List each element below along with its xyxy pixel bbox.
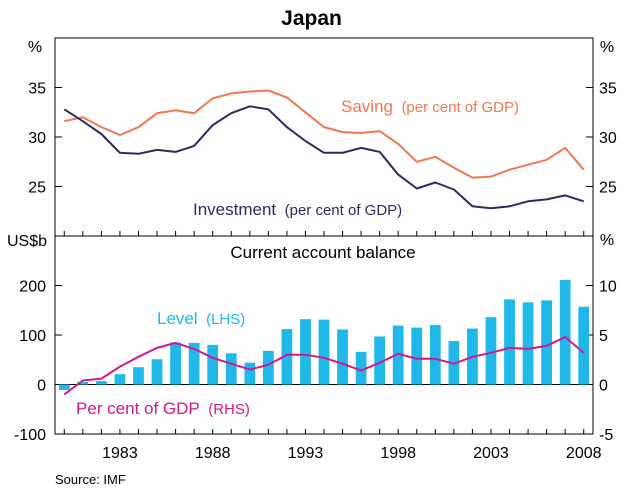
percent-gdp-label-suffix: (RHS) [208, 401, 250, 418]
top-right-tick-label: 35 [599, 81, 617, 98]
level-bar [151, 359, 163, 385]
level-bar [77, 382, 89, 385]
x-tick-label: 1988 [195, 445, 231, 462]
level-bar [578, 306, 590, 385]
x-tick-label: 1998 [380, 445, 416, 462]
bottom-right-tick-label: 10 [599, 279, 617, 296]
top-right-tick-label: 30 [599, 130, 617, 147]
investment-label-main: Investment [193, 200, 276, 219]
bottom-left-tick-label: 100 [19, 328, 46, 345]
level-bar [225, 353, 237, 385]
saving-label-suffix: (per cent of GDP) [401, 99, 519, 116]
level-bar [114, 374, 126, 385]
bottom-left-tick-label: -100 [14, 427, 46, 444]
investment-label-suffix: (per cent of GDP) [285, 202, 403, 219]
level-bar [392, 325, 404, 385]
level-label-suffix: (LHS) [206, 311, 245, 328]
top-left-tick-label: 30 [28, 130, 46, 147]
investment-line [63, 105, 585, 210]
level-bar [244, 362, 256, 385]
level-bar [170, 342, 181, 385]
level-bar [355, 351, 367, 385]
x-axis-ticks: 1983 1988 1993 1998 2003 2008 [63, 231, 602, 462]
level-bar [300, 319, 311, 385]
level-bar [504, 299, 515, 385]
level-bar [485, 317, 497, 385]
level-bar [337, 329, 348, 385]
top-right-unit: % [600, 39, 614, 56]
saving-line [64, 89, 585, 179]
level-bar [559, 280, 571, 385]
bottom-left-tick-label: 0 [37, 378, 46, 395]
level-bar [133, 367, 144, 385]
bottom-right-tick-label: 5 [599, 328, 608, 345]
saving-series-label: Saving (per cent of GDP) [341, 97, 519, 116]
level-bar [429, 325, 441, 385]
x-tick-label: 1983 [102, 445, 138, 462]
level-bar [188, 342, 200, 385]
bottom-right-tick-label: 0 [599, 378, 608, 395]
top-right-tick-label: 25 [599, 180, 617, 197]
bottom-right-unit: % [600, 232, 614, 249]
level-bar [281, 329, 293, 385]
bottom-left-tick-label: 200 [19, 279, 46, 296]
percent-gdp-series-label: Per cent of GDP (RHS) [76, 399, 250, 418]
level-series-label: Level (LHS) [157, 309, 245, 328]
top-left-tick-label: 25 [28, 180, 46, 197]
investment-series-label: Investment (per cent of GDP) [193, 200, 402, 219]
x-tick-label: 2008 [566, 445, 602, 462]
level-bar [411, 327, 423, 385]
x-tick-label: 2003 [473, 445, 509, 462]
level-bars [58, 280, 590, 390]
source-note: Source: IMF [55, 472, 126, 487]
level-bar [262, 350, 274, 385]
x-tick-label: 1993 [288, 445, 324, 462]
percent-gdp-label-main: Per cent of GDP [76, 399, 200, 418]
top-left-unit: % [28, 39, 42, 56]
bottom-right-tick-label: -5 [599, 427, 613, 444]
level-bar [541, 300, 553, 385]
level-bar [522, 302, 534, 385]
chart-title: Japan [281, 7, 342, 30]
percent-gdp-line [63, 336, 585, 396]
level-bar [318, 319, 330, 385]
level-label-main: Level [157, 309, 198, 328]
bottom-left-unit: US$b [7, 233, 47, 250]
top-panel-ticks: 35 35 30 30 25 25 [28, 81, 617, 197]
series-lines [63, 89, 585, 396]
level-bar [374, 336, 386, 385]
bottom-panel-title: Current account balance [230, 243, 415, 262]
saving-label-main: Saving [341, 97, 393, 116]
level-bar [95, 381, 107, 385]
level-bar [207, 344, 219, 385]
level-bar [58, 384, 70, 390]
top-left-tick-label: 35 [28, 81, 46, 98]
